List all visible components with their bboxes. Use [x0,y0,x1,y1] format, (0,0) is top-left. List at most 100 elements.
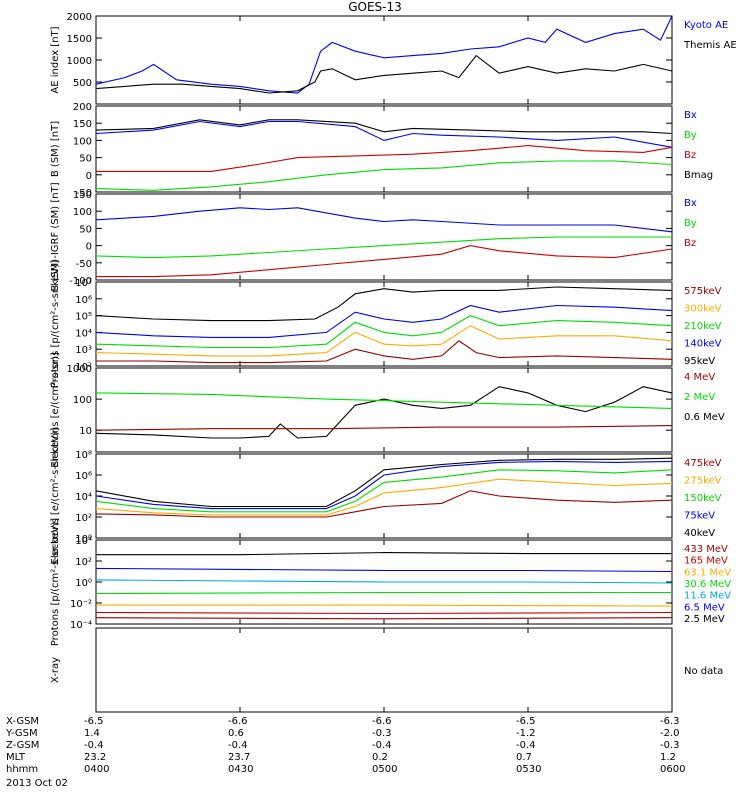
series-line [95,286,673,322]
series-line [95,469,673,513]
series-line [96,340,673,364]
y-axis-label: AE index [nT] [50,26,61,93]
legend-entry: 475keV [684,458,722,469]
legend-entry: 11.6 MeV [684,591,731,602]
y-tick-label: 100 [73,136,92,147]
panel-frame [95,627,673,713]
ephemeris-value: 0430 [228,764,254,775]
ephemeris-value: 23.2 [84,752,107,763]
legend-entry: 4 MeV [684,372,715,383]
y-tick-label: 10² [75,557,92,568]
legend-entry: 140keV [684,339,722,350]
ephemeris-value: 0600 [660,764,686,775]
y-tick-label: -100 [69,276,92,287]
legend-entry: Bz [684,238,696,249]
series-line [95,325,673,357]
legend-entry: No data [684,666,723,677]
series-line [95,119,673,135]
legend-entry: 40keV [684,528,715,539]
ephemeris-value: 0500 [372,764,398,775]
y-tick-label: 200 [73,102,92,113]
y-tick-label: 150 [73,190,92,201]
legend-entry: 30.6 MeV [684,579,731,590]
panel-frame [95,105,673,193]
ephemeris-row-label: X-GSM [6,716,40,727]
y-tick-label: 10⁷ [75,278,92,289]
y-tick-label: 10² [75,513,92,524]
series-line [95,457,673,508]
legend-entry: Bmag [684,170,713,181]
panel-frame [95,15,673,105]
y-axis-label: Electrons [e/(cm²-s-sr)] [50,352,61,468]
series-line [95,304,673,338]
y-axis-label: Electrons [e/(cm²-s-sr-keV)] [50,427,61,564]
legend-entry: 75keV [684,511,715,522]
series-line [96,245,673,278]
ephemeris-value: 0400 [84,764,110,775]
legend-entry: 2.5 MeV [684,614,725,625]
date-text: 2013 Oct 02 [6,778,68,789]
legend-entry: 275keV [684,476,722,487]
panel-frame [95,367,673,453]
ephemeris-value: -0.3 [660,740,680,751]
legend-entry: 63.1 MeV [684,567,731,578]
series-line [95,478,673,516]
series-line [96,145,673,172]
y-tick-label: 10⁵ [75,312,92,323]
ephemeris-value: -6.5 [516,716,536,727]
y-tick-label: 50 [79,224,92,235]
series-line [95,567,673,573]
ephemeris-row-label: Z-GSM [6,740,40,751]
legend-entry: Kyoto AE [684,20,728,31]
ephemeris-value: -0.4 [84,740,104,751]
legend-entry: Bz [684,150,696,161]
ephemeris-row: Z-GSM -0.4 -0.4 -0.4 -0.4 -0.3 [6,740,746,752]
y-tick-label: 0 [86,171,92,182]
series-line [95,120,673,148]
legend-entry: 433 MeV [684,544,728,555]
legend-entry: 150keV [684,493,722,504]
plot-title: GOES-13 [348,0,402,14]
y-axis-label: Protons [p/(cm²-s-sr-keV)] [50,260,61,388]
ephemeris-value: 0530 [516,764,542,775]
y-tick-label: 10⁰ [75,578,92,589]
panel-frame [95,281,673,367]
y-tick-label: 2000 [67,12,92,23]
legend-entry: 210keV [684,321,722,332]
y-axis-label: B (SM)-IGRF (SM) [nT] [50,182,61,291]
y-axis-label: X-ray [50,657,61,683]
series-line [95,460,673,510]
y-tick-label: 10⁴ [75,328,92,339]
y-tick-label: -50 [76,259,92,270]
y-tick-label: 50 [79,154,92,165]
ephemeris-value: -0.4 [516,740,536,751]
ephemeris-row-label: hhmm [6,764,39,775]
ephemeris-value: -0.4 [372,740,392,751]
legend-entry: 575keV [684,286,722,297]
y-tick-label: 0 [86,242,92,253]
legend-entry: Bx [684,198,697,209]
ephemeris-value: -1.2 [516,728,536,739]
series-line [95,579,673,584]
legend-entry: 95keV [684,356,715,367]
ephemeris-value: -2.0 [660,728,680,739]
legend-entry: 2 MeV [684,392,715,403]
ephemeris-value: -6.5 [84,716,104,727]
y-axis-label: B (SM) [nT] [50,121,61,177]
y-tick-label: 10⁻² [70,599,92,610]
y-tick-label: 1500 [67,34,92,45]
series-line [95,425,673,431]
ephemeris-row: hhmm 0400 0430 0500 0530 0600 [6,764,746,776]
series-line [95,236,672,259]
ephemeris-value: -0.4 [228,740,248,751]
y-tick-label: 100 [73,395,92,406]
y-tick-label: 10⁴ [75,536,92,547]
legend-entry: 300keV [684,304,722,315]
series-line [95,490,673,518]
legend-entry: 165 MeV [684,556,728,567]
ephemeris-value: -6.3 [660,716,680,727]
ephemeris-row: MLT 23.2 23.7 0.2 0.7 1.2 [6,752,746,764]
ephemeris-value: -0.3 [372,728,392,739]
